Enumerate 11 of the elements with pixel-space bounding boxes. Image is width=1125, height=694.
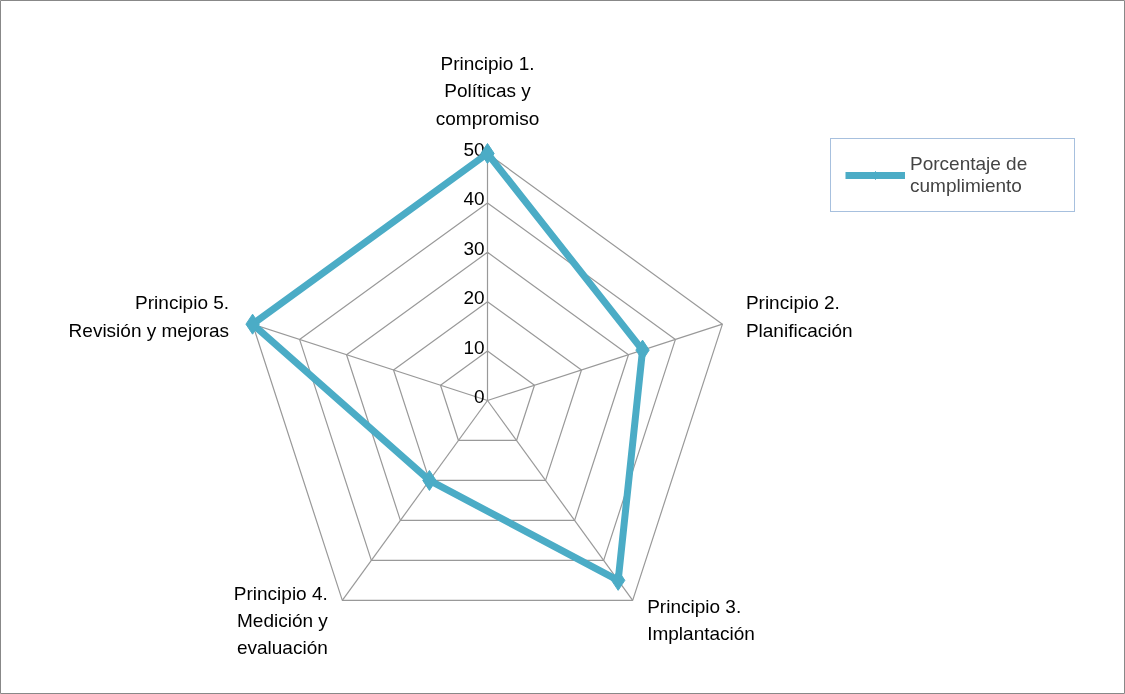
spoke-label: Principio 2. Planificación bbox=[745, 292, 853, 341]
y-tick-label: 20 bbox=[463, 287, 485, 309]
y-tick-label: 30 bbox=[463, 237, 485, 259]
y-tick-label: 0 bbox=[473, 386, 485, 408]
spoke-label: Principio 1. Políticas y compromiso bbox=[435, 53, 540, 129]
spoke-label: Principio 5. Revisión y mejoras bbox=[68, 292, 230, 341]
spoke-label: Principio 4. Medición y evaluación bbox=[233, 582, 329, 659]
spoke-label: Principio 3. Implantación bbox=[647, 596, 755, 645]
y-tick-label: 40 bbox=[463, 188, 485, 210]
y-tick-label: 10 bbox=[463, 336, 485, 358]
legend-label: Porcentaje de cumplimiento bbox=[910, 153, 1029, 197]
